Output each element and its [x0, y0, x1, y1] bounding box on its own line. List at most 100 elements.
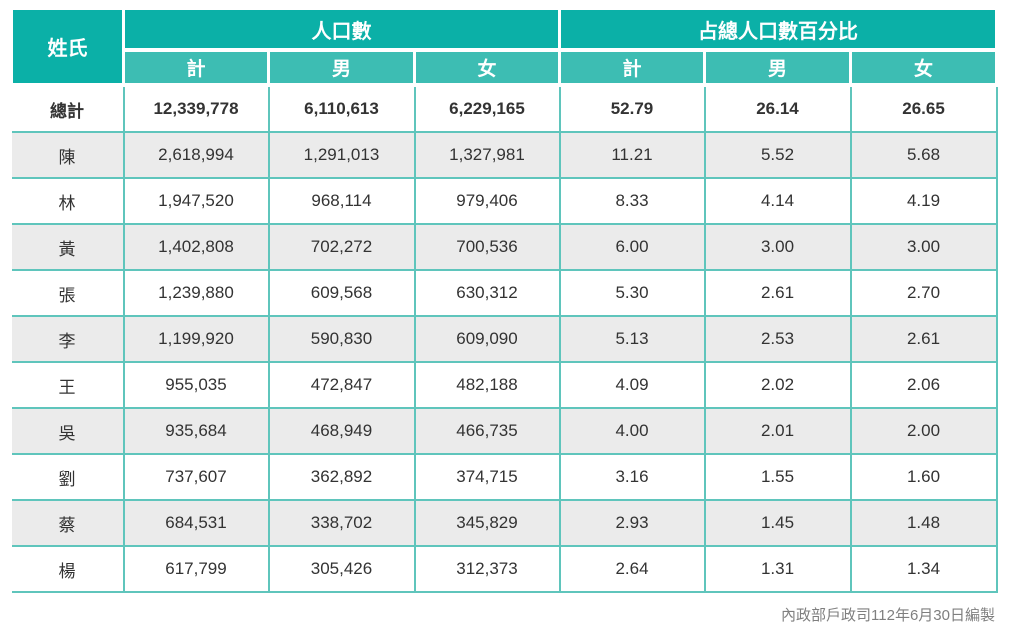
source-note: 內政部戶政司112年6月30日編製: [781, 607, 995, 624]
value-cell: 472,847: [267, 361, 416, 409]
value-cell: 630,312: [413, 269, 561, 317]
value-cell: 1.34: [849, 545, 998, 593]
value-cell: 4.19: [849, 177, 998, 225]
value-cell: 1,947,520: [122, 177, 270, 225]
value-cell: 1.60: [849, 453, 998, 501]
table-row: 楊 617,799 305,426 312,373 2.64 1.31 1.34: [11, 545, 998, 593]
value-cell: 4.14: [703, 177, 852, 225]
value-cell: 1,327,981: [413, 131, 561, 179]
header-percentage-female: 女: [848, 48, 999, 87]
value-cell: 1.48: [849, 499, 998, 547]
value-cell: 5.68: [849, 131, 998, 179]
surname-cell: 楊: [11, 545, 125, 593]
value-cell: 1,199,920: [122, 315, 270, 363]
value-cell: 979,406: [413, 177, 561, 225]
table-row: 蔡 684,531 338,702 345,829 2.93 1.45 1.48: [11, 499, 998, 547]
value-cell: 2,618,994: [122, 131, 270, 179]
value-cell: 3.16: [558, 453, 706, 501]
value-cell: 737,607: [122, 453, 270, 501]
surname-cell: 黃: [11, 223, 125, 271]
table-row: 吳 935,684 468,949 466,735 4.00 2.01 2.00: [11, 407, 998, 455]
value-cell: 374,715: [413, 453, 561, 501]
header-population-total: 計: [122, 48, 270, 87]
surname-cell: 吳: [11, 407, 125, 455]
value-cell: 2.64: [558, 545, 706, 593]
value-cell: 1,402,808: [122, 223, 270, 271]
header-group-percentage: 占總人口數百分比: [557, 7, 999, 52]
surname-cell: 張: [11, 269, 125, 317]
value-cell: 1,291,013: [267, 131, 416, 179]
table-row: 林 1,947,520 968,114 979,406 8.33 4.14 4.…: [11, 177, 998, 225]
value-cell: 3.00: [849, 223, 998, 271]
total-row: 總計 12,339,778 6,110,613 6,229,165 52.79 …: [11, 85, 998, 133]
header-group-population: 人口數: [122, 7, 561, 52]
value-cell: 2.02: [703, 361, 852, 409]
value-cell: 1,239,880: [122, 269, 270, 317]
surname-cell: 李: [11, 315, 125, 363]
header-surname: 姓氏: [10, 7, 125, 87]
header-population-female: 女: [413, 48, 561, 87]
value-cell: 345,829: [413, 499, 561, 547]
value-cell: 26.14: [703, 85, 852, 133]
value-cell: 609,568: [267, 269, 416, 317]
surname-cell: 王: [11, 361, 125, 409]
table-row: 李 1,199,920 590,830 609,090 5.13 2.53 2.…: [11, 315, 998, 363]
value-cell: 590,830: [267, 315, 416, 363]
table-header: 姓氏 人口數 占總人口數百分比 計 男 女 計 男 女: [10, 7, 999, 87]
value-cell: 6,229,165: [413, 85, 561, 133]
value-cell: 52.79: [558, 85, 706, 133]
value-cell: 1.55: [703, 453, 852, 501]
table-row: 陳 2,618,994 1,291,013 1,327,981 11.21 5.…: [11, 131, 998, 179]
surname-cell: 總計: [11, 85, 125, 133]
value-cell: 1.31: [703, 545, 852, 593]
value-cell: 609,090: [413, 315, 561, 363]
value-cell: 4.09: [558, 361, 706, 409]
value-cell: 3.00: [703, 223, 852, 271]
value-cell: 482,188: [413, 361, 561, 409]
value-cell: 26.65: [849, 85, 998, 133]
value-cell: 2.00: [849, 407, 998, 455]
surname-cell: 劉: [11, 453, 125, 501]
value-cell: 305,426: [267, 545, 416, 593]
value-cell: 5.30: [558, 269, 706, 317]
value-cell: 6,110,613: [267, 85, 416, 133]
value-cell: 955,035: [122, 361, 270, 409]
surname-cell: 蔡: [11, 499, 125, 547]
value-cell: 2.61: [703, 269, 852, 317]
value-cell: 2.93: [558, 499, 706, 547]
value-cell: 684,531: [122, 499, 270, 547]
header-sub-row: 計 男 女 計 男 女: [12, 48, 999, 87]
value-cell: 12,339,778: [122, 85, 270, 133]
value-cell: 4.00: [558, 407, 706, 455]
table-row: 黃 1,402,808 702,272 700,536 6.00 3.00 3.…: [11, 223, 998, 271]
value-cell: 468,949: [267, 407, 416, 455]
value-cell: 466,735: [413, 407, 561, 455]
table-row: 張 1,239,880 609,568 630,312 5.30 2.61 2.…: [11, 269, 998, 317]
value-cell: 968,114: [267, 177, 416, 225]
value-cell: 2.53: [703, 315, 852, 363]
value-cell: 362,892: [267, 453, 416, 501]
value-cell: 700,536: [413, 223, 561, 271]
table-body: 總計 12,339,778 6,110,613 6,229,165 52.79 …: [11, 85, 998, 593]
value-cell: 1.45: [703, 499, 852, 547]
surname-cell: 林: [11, 177, 125, 225]
value-cell: 11.21: [558, 131, 706, 179]
value-cell: 2.70: [849, 269, 998, 317]
value-cell: 2.06: [849, 361, 998, 409]
value-cell: 338,702: [267, 499, 416, 547]
value-cell: 935,684: [122, 407, 270, 455]
header-percentage-male: 男: [703, 48, 852, 87]
value-cell: 5.52: [703, 131, 852, 179]
value-cell: 2.61: [849, 315, 998, 363]
value-cell: 6.00: [558, 223, 706, 271]
value-cell: 5.13: [558, 315, 706, 363]
table-row: 劉 737,607 362,892 374,715 3.16 1.55 1.60: [11, 453, 998, 501]
value-cell: 702,272: [267, 223, 416, 271]
value-cell: 617,799: [122, 545, 270, 593]
table-row: 王 955,035 472,847 482,188 4.09 2.02 2.06: [11, 361, 998, 409]
header-population-male: 男: [267, 48, 416, 87]
header-percentage-total: 計: [558, 48, 706, 87]
value-cell: 8.33: [558, 177, 706, 225]
surname-cell: 陳: [11, 131, 125, 179]
